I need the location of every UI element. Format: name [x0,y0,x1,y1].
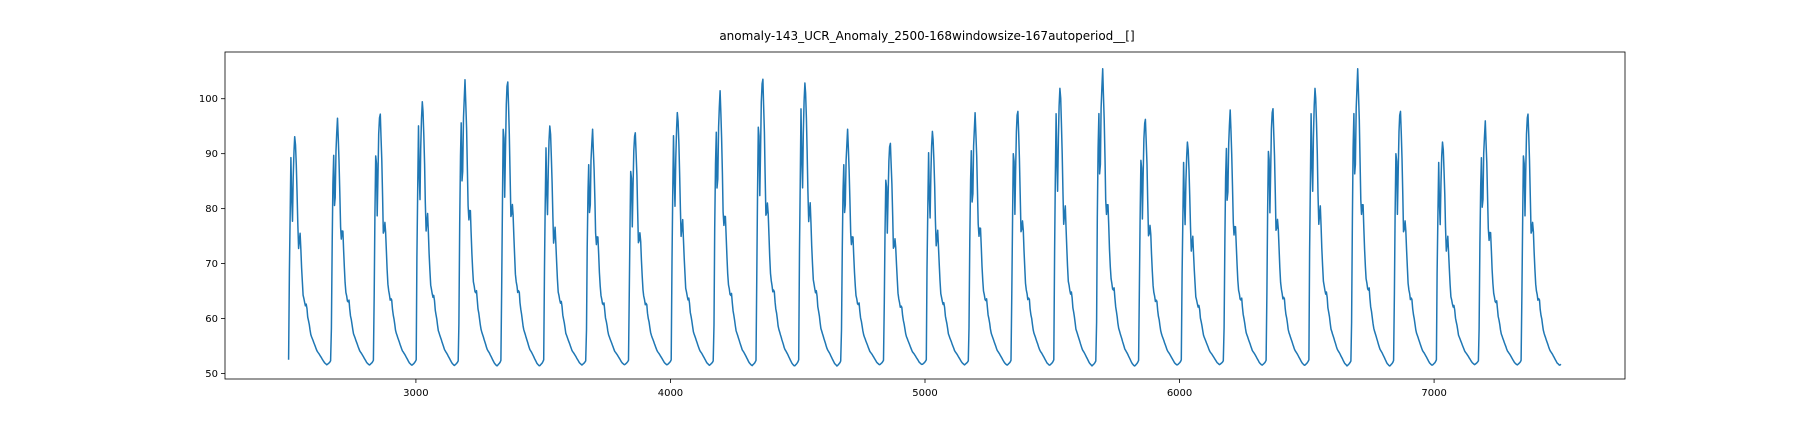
x-axis: 3000 4000 5000 6000 7000 [403,379,1447,399]
chart-title: anomaly-143_UCR_Anomaly_2500-168windowsi… [719,29,1134,43]
y-tick-label: 100 [199,94,218,105]
x-tick-label: 3000 [403,388,428,399]
y-tick-label: 80 [205,204,218,215]
x-tick-label: 7000 [1421,388,1446,399]
y-tick-label: 50 [205,369,218,380]
plot-area-frame [224,51,1626,380]
y-axis: 50 60 70 80 90 100 [199,94,225,380]
x-tick-label: 6000 [1167,388,1192,399]
x-tick-label: 4000 [658,388,683,399]
y-tick-label: 90 [205,149,218,160]
x-tick-label: 5000 [912,388,937,399]
series-line [287,68,1562,367]
y-tick-label: 60 [205,314,218,325]
y-tick-label: 70 [205,259,218,270]
